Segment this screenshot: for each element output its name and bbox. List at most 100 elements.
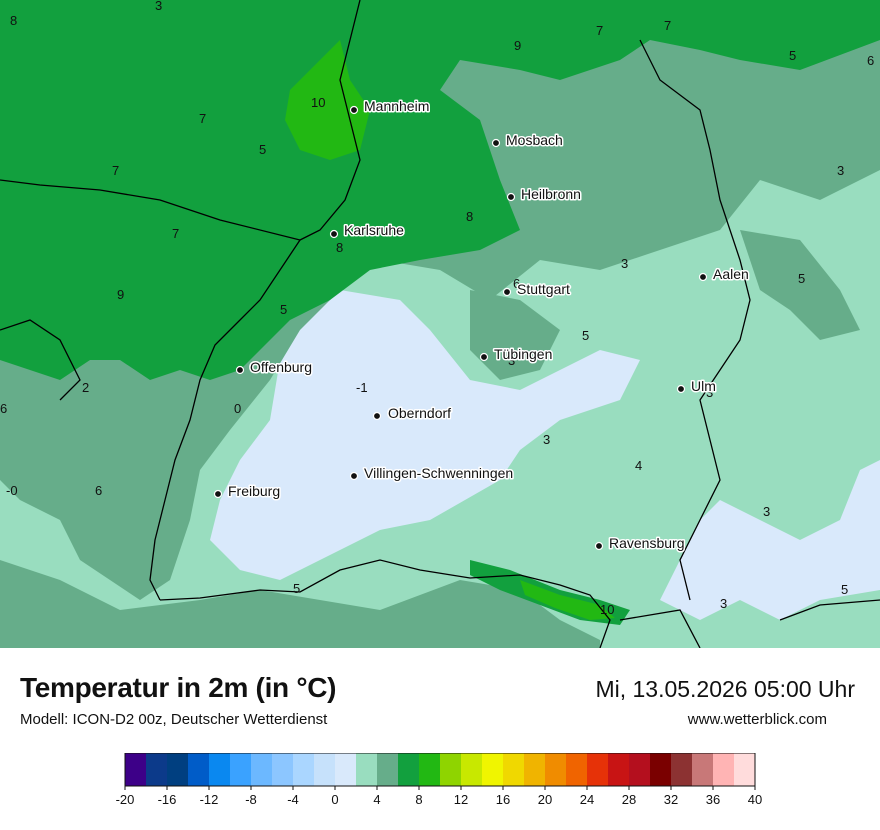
state-border-north (299, 0, 361, 241)
scale-swatch (398, 753, 420, 786)
scale-swatches (125, 753, 756, 786)
scale-tick-label: 12 (454, 792, 468, 807)
model-subtitle: Modell: ICON-D2 00z, Deutscher Wetterdie… (20, 711, 328, 728)
scale-tick-label: -4 (287, 792, 299, 807)
scale-swatch (482, 753, 504, 786)
iso-label: -0 (6, 483, 18, 498)
city-label: Heilbronn (521, 186, 581, 202)
area-6-8 (0, 0, 880, 380)
scale-swatch (230, 753, 252, 786)
iso-label: 8 (10, 13, 17, 28)
scale-swatch (209, 753, 231, 786)
city-marker (213, 489, 223, 499)
city-marker (594, 541, 604, 551)
rhine-border (0, 179, 302, 601)
city-aalen: Aalen (698, 265, 750, 284)
map-canvas: 3 8 9 7 7 5 6 10 7 5 7 8 7 9 8 6 3 5 3 5… (0, 0, 880, 648)
city-label: Offenburg (250, 359, 312, 375)
scale-tick-label: 4 (373, 792, 380, 807)
scale-swatch (125, 753, 147, 786)
scale-swatch (293, 753, 315, 786)
city-marker (349, 105, 359, 115)
scale-tick-label: 28 (622, 792, 636, 807)
iso-label: 7 (172, 226, 179, 241)
iso-label: 5 (789, 48, 796, 63)
iso-label: 2 (457, 467, 464, 482)
scale-swatch (650, 753, 672, 786)
city-marker (349, 471, 359, 481)
city-stuttgart: Stuttgart (502, 280, 572, 299)
area-8-10 (285, 40, 370, 160)
city-mannheim: Mannheim (349, 97, 431, 116)
area-4-6-east (740, 230, 860, 340)
scale-swatch (335, 753, 357, 786)
scale-swatch (188, 753, 210, 786)
scale-tick-label: 16 (496, 792, 510, 807)
scale-tick-label: -8 (245, 792, 257, 807)
scale-swatch (419, 753, 441, 786)
city-marker (235, 365, 245, 375)
scale-swatch (671, 753, 693, 786)
color-scale: -20 -16 -12 -8 -4 0 4 8 12 16 20 24 28 32 36 40 (116, 753, 762, 807)
city-marker (502, 287, 512, 297)
city-oberndorf: Oberndorf (372, 404, 453, 423)
city-label: Oberndorf (388, 405, 451, 421)
iso-label: 8 (466, 209, 473, 224)
scale-tick-label: 40 (748, 792, 762, 807)
iso-label: 3 (706, 385, 713, 400)
city-marker (698, 272, 708, 282)
scale-ticks: -20 -16 -12 -8 -4 0 4 8 12 16 20 24 28 32 36 40 (116, 786, 762, 807)
forecast-datetime: Mi, 13.05.2026 05:00 Uhr (595, 676, 855, 702)
austria-border (619, 609, 701, 648)
city-label: Aalen (713, 266, 749, 282)
scale-swatch (545, 753, 567, 786)
iso-label: 3 (837, 163, 844, 178)
map-footer: Temperatur in 2m (in °C) Modell: ICON-D2… (0, 648, 880, 830)
city-mosbach: Mosbach (491, 131, 564, 150)
scale-swatch (566, 753, 588, 786)
scale-swatch (503, 753, 525, 786)
iso-label: 7 (199, 111, 206, 126)
bavaria-border (639, 39, 751, 601)
city-marker (479, 352, 489, 362)
iso-label: 7 (112, 163, 119, 178)
scale-frame (124, 753, 756, 787)
iso-label: 6 (513, 276, 520, 291)
city-villingen-schwenningen: Villingen-Schwenningen (349, 464, 515, 483)
scale-swatch (524, 753, 546, 786)
city-marker (329, 229, 339, 239)
city-label: Villingen-Schwenningen (364, 465, 513, 481)
city-marker (491, 138, 501, 148)
iso-label: 2 (82, 380, 89, 395)
city-label: Mannheim (364, 98, 429, 114)
iso-label: 3 (543, 432, 550, 447)
city-label: Ravensburg (609, 535, 685, 551)
city-heilbronn: Heilbronn (506, 185, 582, 204)
city-marker (676, 384, 686, 394)
iso-label: 5 (841, 582, 848, 597)
iso-label: 5 (798, 271, 805, 286)
city-label: Karlsruhe (344, 222, 404, 238)
iso-label: 9 (514, 38, 521, 53)
scale-swatch (251, 753, 273, 786)
city-label: Ulm (691, 378, 716, 394)
area-8-10-lake (520, 580, 615, 620)
city-offenburg: Offenburg (235, 358, 314, 377)
scale-tick-label: 24 (580, 792, 594, 807)
iso-label: 5 (582, 328, 589, 343)
city-ravensburg: Ravensburg (594, 534, 686, 553)
iso-label: 3 (621, 256, 628, 271)
iso-label: 9 (117, 287, 124, 302)
iso-label: 5 (259, 142, 266, 157)
swiss-border (159, 559, 611, 648)
city-marker (506, 192, 516, 202)
iso-label: 7 (664, 18, 671, 33)
city-tuebingen: Tübingen (479, 345, 554, 364)
scale-swatch (356, 753, 378, 786)
scale-swatch (272, 753, 294, 786)
iso-label: -1 (356, 380, 368, 395)
city-label: Stuttgart (517, 281, 570, 297)
scale-swatch (377, 753, 399, 786)
iso-label: 8 (336, 240, 343, 255)
east-border (779, 599, 880, 621)
